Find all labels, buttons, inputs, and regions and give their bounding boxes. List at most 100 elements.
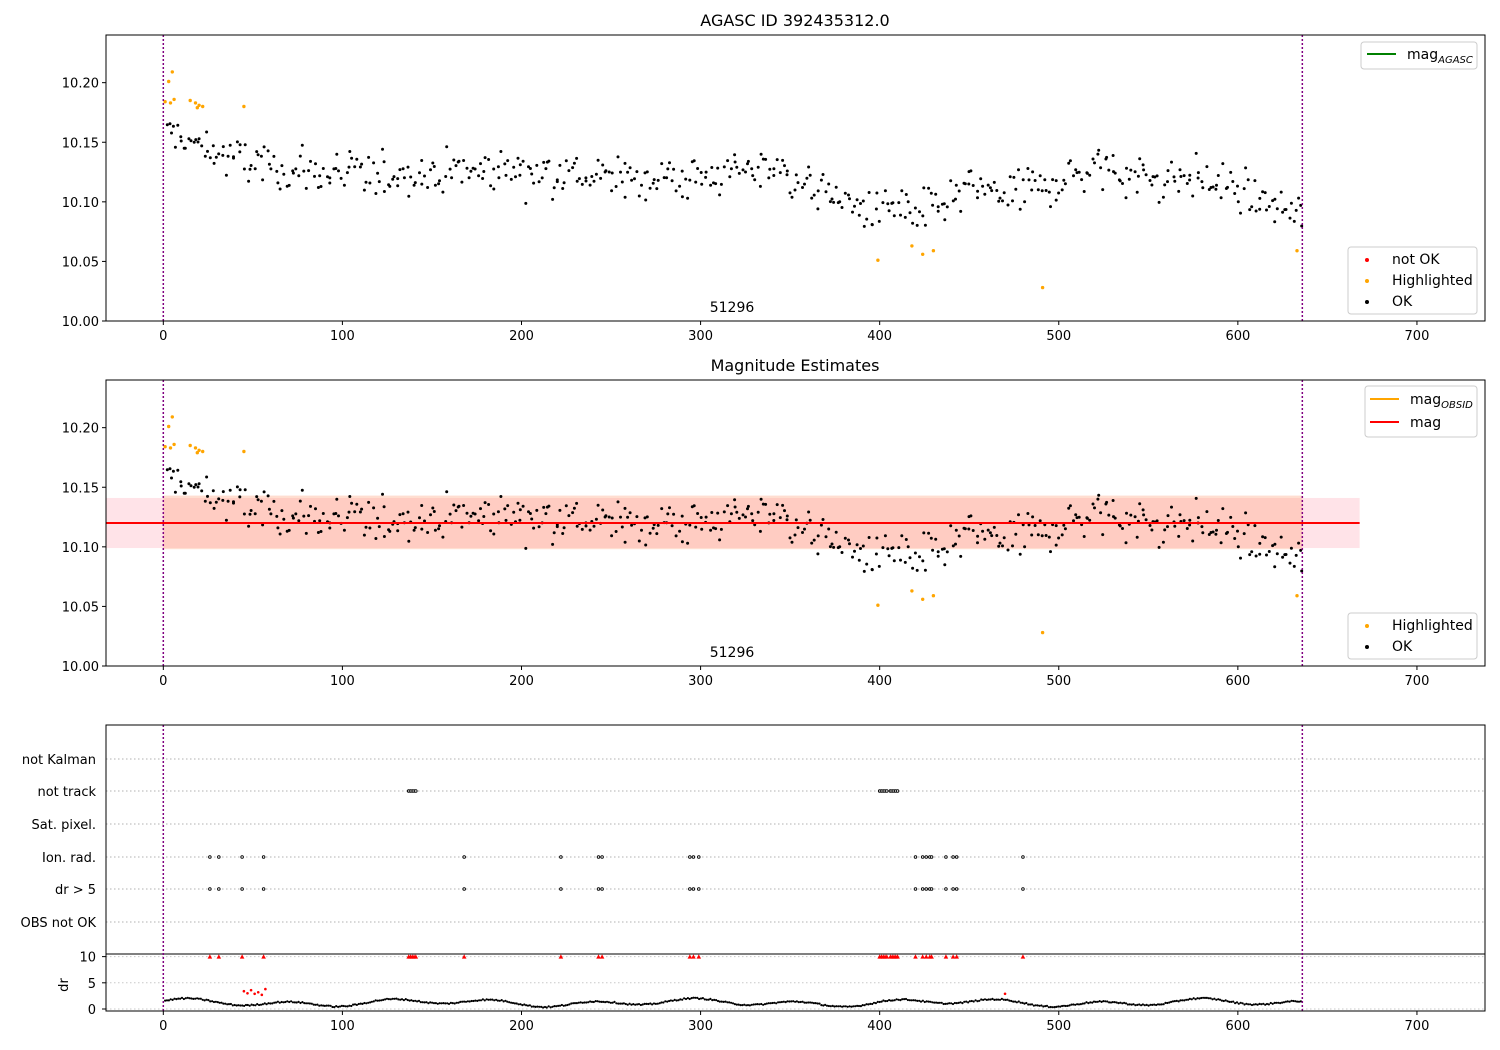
dr-point <box>1202 996 1205 999</box>
dr-point <box>703 998 706 1001</box>
dr-point <box>1064 1004 1067 1008</box>
dr-point <box>1286 1000 1289 1003</box>
ok-point <box>353 165 357 169</box>
ok-point <box>998 541 1002 545</box>
ok-point <box>1101 188 1105 192</box>
ok-point <box>981 529 985 533</box>
ok-point <box>645 515 649 519</box>
ok-point <box>1023 545 1027 549</box>
ok-point <box>981 184 985 188</box>
dr-point <box>1002 998 1005 1001</box>
dr-point <box>1010 999 1013 1003</box>
y-tick-label: 10.20 <box>62 77 99 92</box>
dr-point <box>1294 1000 1297 1003</box>
ok-point <box>183 491 187 495</box>
ok-point <box>1082 535 1086 538</box>
dr-point <box>782 1000 785 1003</box>
dr-point <box>903 998 906 1001</box>
dr-point <box>874 1002 878 1005</box>
flags-frame <box>105 724 1486 1012</box>
ok-point <box>535 508 539 512</box>
dr-point <box>167 999 170 1002</box>
y-tick-label: 10.05 <box>62 600 99 615</box>
flag-marker <box>944 855 948 859</box>
ok-point <box>1008 175 1012 179</box>
ok-point <box>247 179 251 183</box>
ok-point <box>1062 523 1066 527</box>
legend-marker-ok <box>1365 645 1369 649</box>
dr-point <box>1281 1001 1284 1004</box>
flag-marker <box>559 855 563 859</box>
dr-point <box>205 998 208 1001</box>
ok-point <box>592 179 596 183</box>
ok-point <box>750 512 754 516</box>
dr-flag-triangle <box>913 954 918 959</box>
ok-point <box>575 501 579 505</box>
ok-point <box>196 140 200 144</box>
ok-point <box>1177 189 1181 193</box>
ok-point <box>1188 178 1192 182</box>
ok-point <box>728 175 732 179</box>
ok-point <box>503 162 507 166</box>
dr-point <box>493 999 496 1002</box>
dr-point <box>987 998 990 1001</box>
flag-row-label: OBS not OK <box>21 916 97 931</box>
ok-point <box>1027 523 1031 527</box>
dr-point <box>1151 1003 1154 1007</box>
ok-point <box>514 175 517 179</box>
flag-marker <box>688 887 692 891</box>
ok-point <box>473 512 477 516</box>
dr-point <box>438 1002 441 1005</box>
flag-marker <box>920 855 925 859</box>
ok-point <box>1036 188 1040 192</box>
dr-point <box>914 999 917 1002</box>
ok-point <box>911 221 915 225</box>
ok-point <box>321 167 325 170</box>
y-tick-label: 10.00 <box>62 315 99 330</box>
ok-point <box>1292 219 1296 223</box>
ok-point <box>1173 524 1177 528</box>
dr-point <box>528 1004 532 1007</box>
ok-point <box>951 544 955 548</box>
flag-marker <box>951 887 955 891</box>
dr-point <box>1119 1001 1122 1004</box>
ok-point <box>376 516 380 520</box>
ok-point <box>489 184 493 188</box>
ok-point <box>1275 207 1279 211</box>
flag-row-label: dr > 5 <box>55 883 96 898</box>
ok-point <box>518 518 522 522</box>
dr-point <box>925 1000 928 1003</box>
x-tick-label: 0 <box>159 674 167 689</box>
legend-marker-not-ok <box>1365 258 1369 262</box>
ok-point <box>1236 529 1239 533</box>
dr-point <box>630 1003 633 1006</box>
dr-point <box>632 1003 635 1006</box>
ok-point <box>788 536 792 540</box>
ok-point <box>737 171 741 175</box>
ok-point <box>173 490 177 494</box>
ok-point <box>1253 179 1257 183</box>
ok-point <box>1125 166 1128 170</box>
dr-point <box>291 1001 295 1004</box>
ok-point <box>793 533 797 537</box>
dr-flag-triangle <box>413 954 419 959</box>
ok-point <box>1254 554 1258 558</box>
dr-point <box>619 1002 622 1005</box>
ok-point <box>995 189 999 192</box>
ok-point <box>816 552 820 556</box>
dr-point <box>243 1004 246 1008</box>
ok-point <box>588 528 592 532</box>
ok-point <box>1062 178 1066 182</box>
ok-point <box>374 192 378 195</box>
ok-point <box>696 167 700 170</box>
ok-point <box>674 189 678 193</box>
dr-point <box>564 1004 567 1007</box>
highlighted-point <box>163 100 167 104</box>
dr-point <box>295 1001 298 1004</box>
ok-point <box>420 527 424 531</box>
ok-point <box>751 519 755 523</box>
dr-point <box>380 999 383 1002</box>
ok-point <box>266 494 270 498</box>
ok-point <box>921 214 925 218</box>
dr-point <box>812 1002 816 1005</box>
